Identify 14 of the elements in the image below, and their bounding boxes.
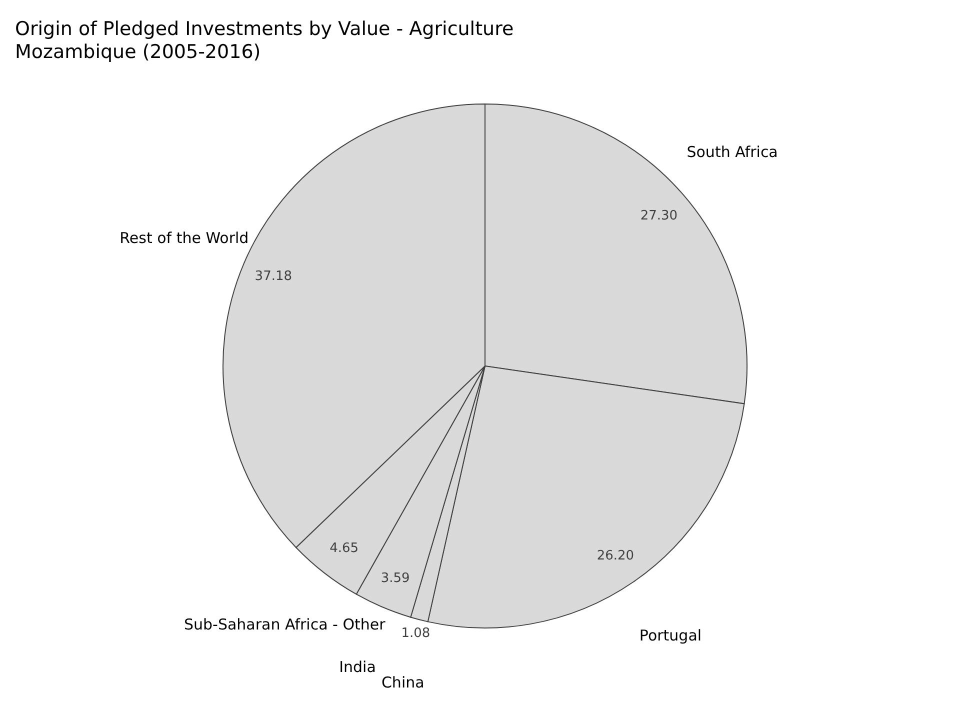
slice-label: Rest of the World [120,228,249,247]
data-label: 37.18 [254,268,292,284]
data-label: 4.65 [330,540,359,556]
slice-label: India [339,658,376,676]
data-label: 27.30 [640,208,678,224]
data-label: 1.08 [401,626,430,642]
slice-label: China [381,674,424,692]
slice-label: South Africa [686,143,778,162]
chart-subtitle: Mozambique (2005-2016) [15,41,261,63]
slice-label: Sub-Saharan Africa - Other [184,615,386,634]
slice-label: Portugal [639,626,702,644]
data-label: 3.59 [380,570,410,586]
chart-title: Origin of Pledged Investments by Value - Agriculture [15,18,514,40]
data-label: 26.20 [596,548,634,564]
